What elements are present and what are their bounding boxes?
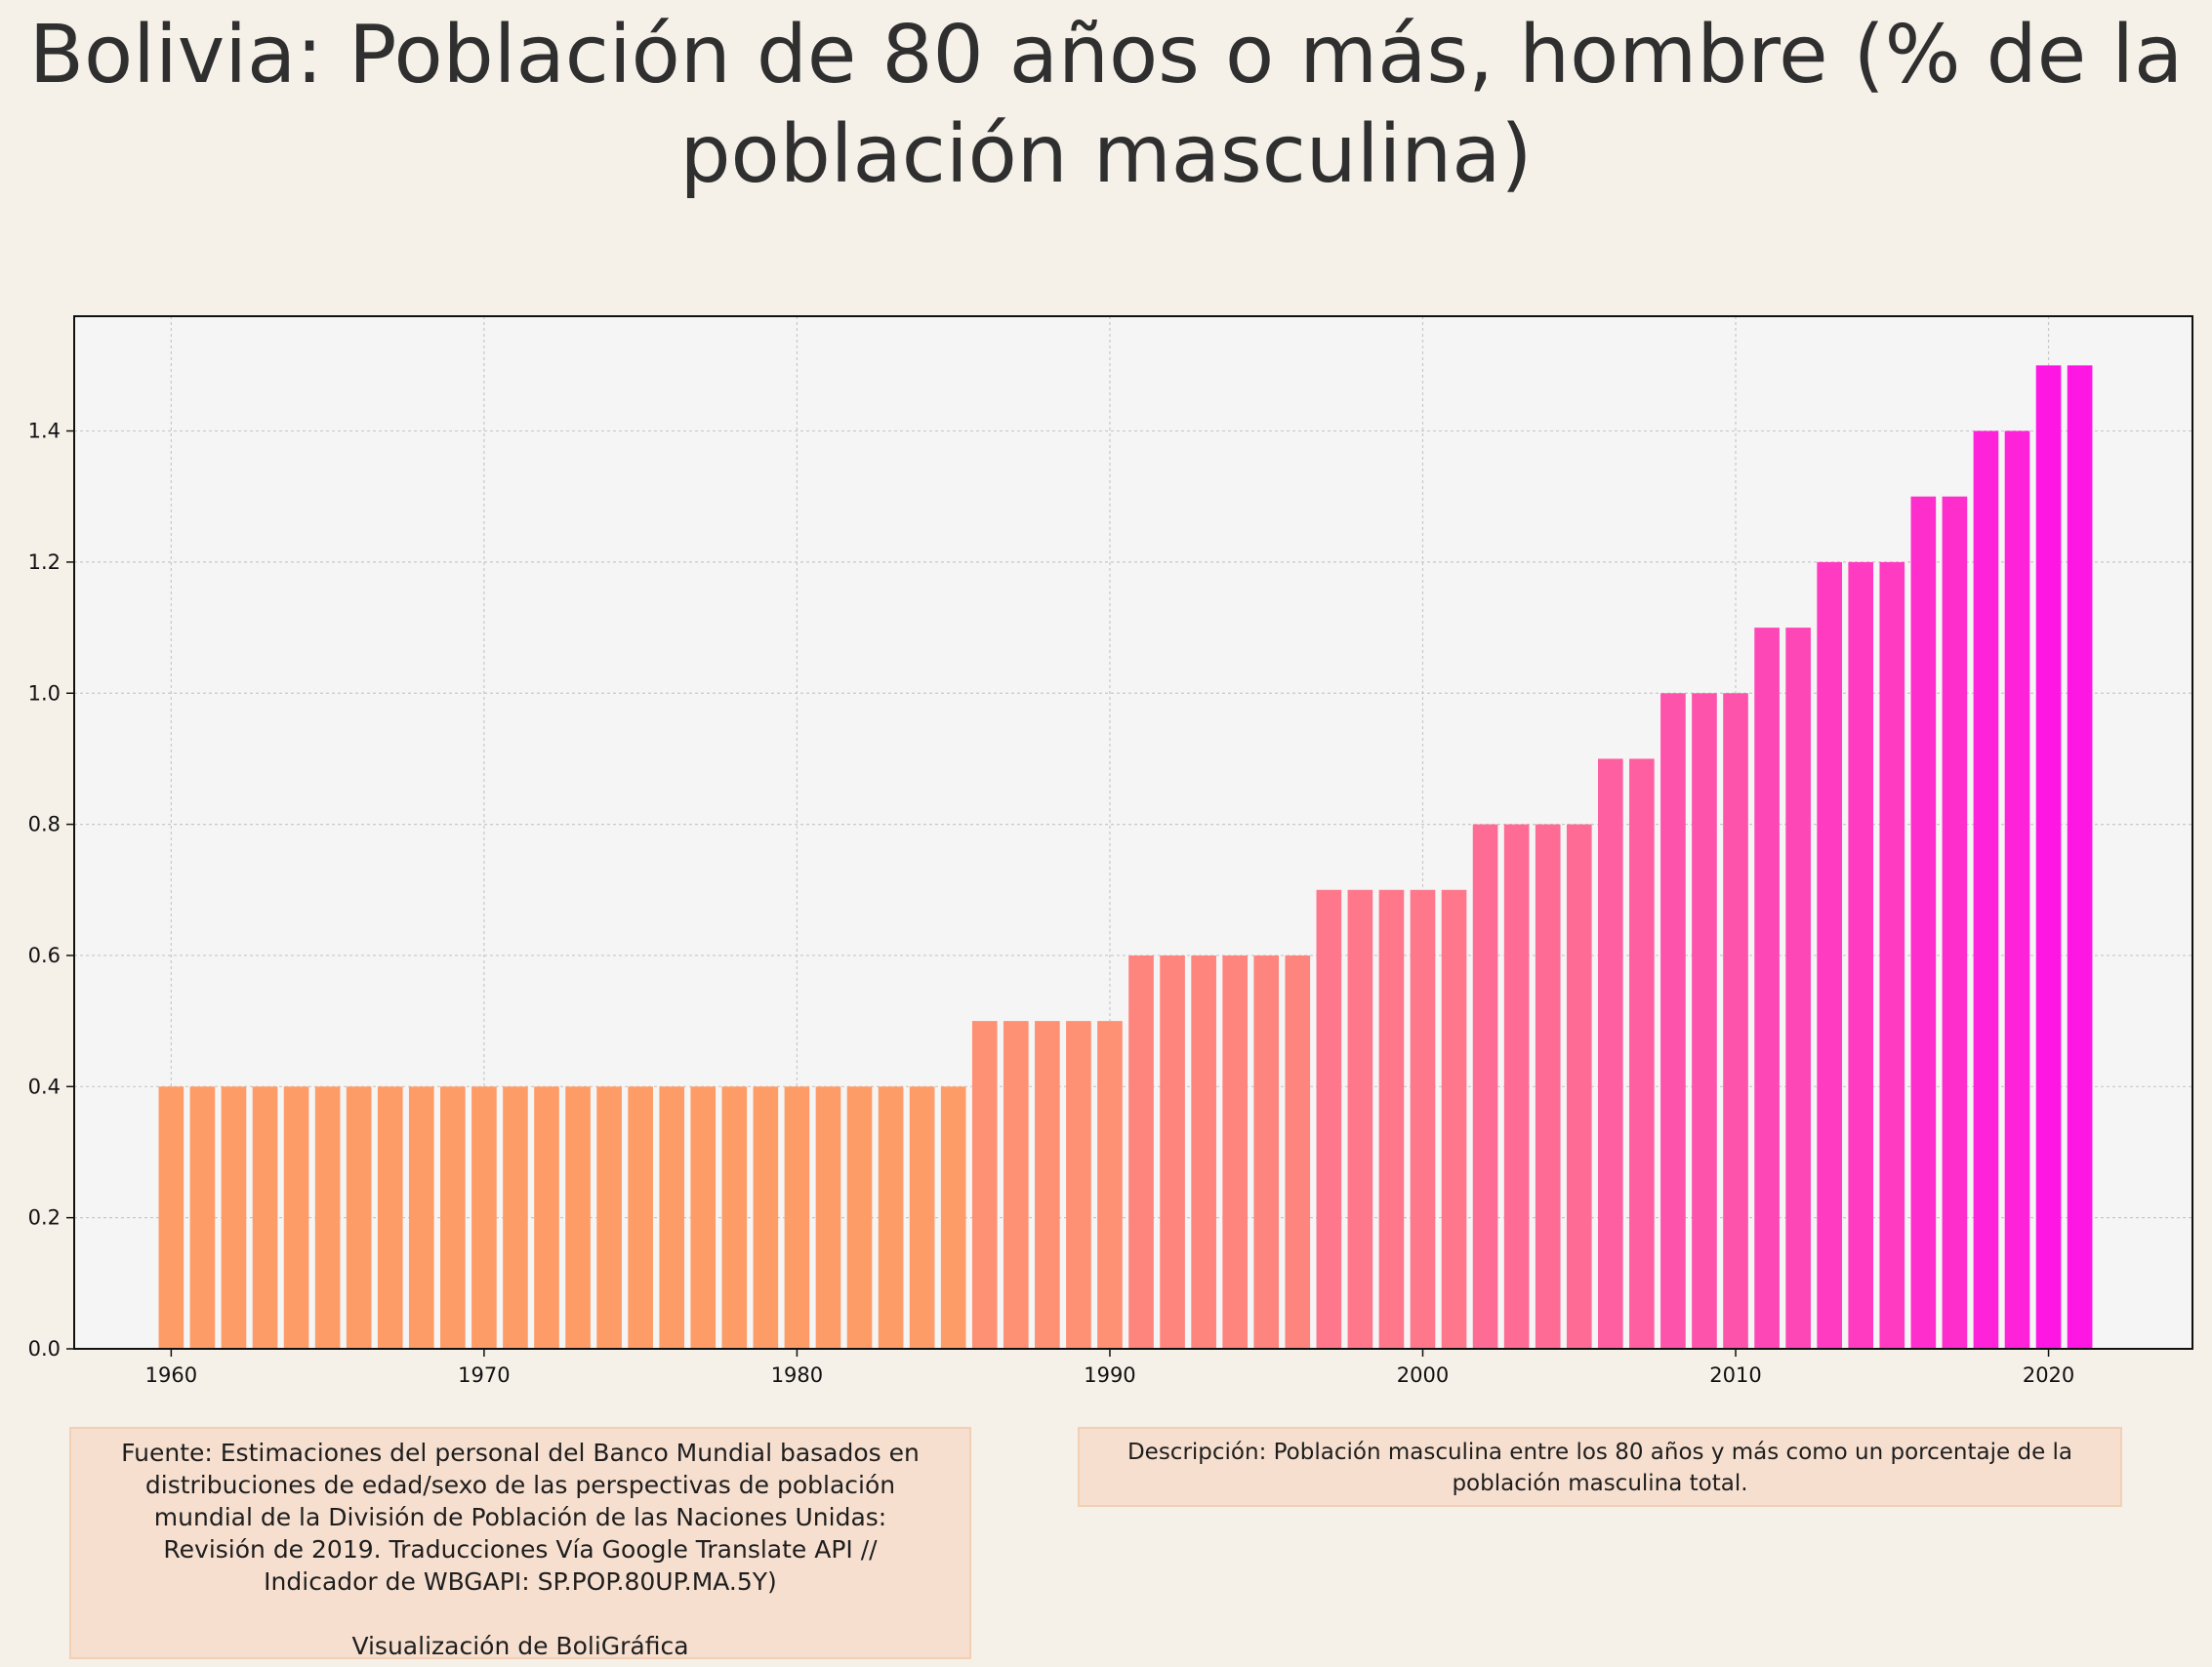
bar-2017 xyxy=(1942,496,1968,1349)
source-note: Fuente: Estimaciones del personal del Ba… xyxy=(69,1427,971,1660)
source-line-2: distribuciones de edad/sexo de las persp… xyxy=(144,1471,896,1499)
bar-2016 xyxy=(1910,496,1937,1349)
source-line-4: Revisión de 2019. Traducciones Vía Googl… xyxy=(163,1535,878,1564)
source-line-1: Fuente: Estimaciones del personal del Ba… xyxy=(121,1439,920,1467)
bar-2003 xyxy=(1503,824,1530,1349)
y-tick-label: 0.0 xyxy=(28,1337,61,1361)
bar-1997 xyxy=(1316,889,1342,1349)
x-tick-label: 2000 xyxy=(1397,1363,1449,1387)
x-tick-label: 1970 xyxy=(458,1363,510,1387)
bar-1970 xyxy=(471,1086,497,1349)
bar-1978 xyxy=(721,1086,748,1349)
bar-1967 xyxy=(377,1086,403,1349)
bar-2004 xyxy=(1535,824,1561,1349)
bar-1990 xyxy=(1097,1021,1123,1349)
bar-1969 xyxy=(440,1086,466,1349)
bar-2015 xyxy=(1879,561,1905,1349)
bar-1960 xyxy=(158,1086,184,1349)
bar-1996 xyxy=(1285,955,1311,1349)
x-tick-label: 2020 xyxy=(2023,1363,2074,1387)
source-line-5: Indicador de WBGAPI: SP.POP.80UP.MA.5Y) xyxy=(264,1567,777,1596)
credit-text: Visualización de BoliGráfica xyxy=(351,1632,689,1660)
bar-1974 xyxy=(596,1086,622,1349)
bar-2011 xyxy=(1754,628,1780,1349)
bar-1975 xyxy=(628,1086,653,1349)
bar-1984 xyxy=(909,1086,935,1349)
bar-1983 xyxy=(878,1086,904,1349)
bar-1991 xyxy=(1128,955,1154,1349)
bar-2012 xyxy=(1785,628,1811,1349)
y-tick-label: 1.2 xyxy=(28,550,61,574)
bar-1985 xyxy=(940,1086,966,1349)
chart-title-line-1: Bolivia: Población de 80 años o más, hom… xyxy=(28,9,2184,201)
bar-1986 xyxy=(971,1021,998,1349)
bar-2021 xyxy=(2067,365,2093,1349)
x-tick-label: 1980 xyxy=(771,1363,823,1387)
x-tick-label: 1990 xyxy=(1084,1363,1135,1387)
bar-1977 xyxy=(690,1086,717,1349)
bar-1998 xyxy=(1347,889,1373,1349)
bar-2002 xyxy=(1472,824,1498,1349)
bar-1994 xyxy=(1222,955,1248,1349)
bar-1988 xyxy=(1035,1021,1060,1349)
y-tick-label: 0.8 xyxy=(28,813,61,836)
chart-title: Bolivia: Población de 80 años o más, hom… xyxy=(0,6,2212,205)
description-note: Descripción: Población masculina entre l… xyxy=(1078,1427,2122,1507)
bar-1972 xyxy=(534,1086,559,1349)
bar-2014 xyxy=(1848,561,1874,1349)
bar-2019 xyxy=(2004,430,2030,1349)
bar-1973 xyxy=(565,1086,591,1349)
bar-1980 xyxy=(784,1086,810,1349)
bar-1992 xyxy=(1160,955,1185,1349)
bar-1979 xyxy=(753,1086,779,1349)
bar-2007 xyxy=(1629,758,1655,1349)
bar-2008 xyxy=(1660,693,1686,1349)
bar-1961 xyxy=(189,1086,216,1349)
bar-2013 xyxy=(1817,561,1843,1349)
y-tick-label: 0.2 xyxy=(28,1206,61,1230)
bar-1971 xyxy=(503,1086,528,1349)
y-tick-label: 0.6 xyxy=(28,944,61,967)
y-tick-label: 0.4 xyxy=(28,1075,61,1098)
bar-2020 xyxy=(2035,365,2062,1349)
plot-frame xyxy=(73,315,2193,1350)
description-line-1: Descripción: Población masculina entre l… xyxy=(1126,1440,2073,1465)
bar-1987 xyxy=(1003,1021,1029,1349)
bar-2001 xyxy=(1441,889,1467,1349)
description-line-2: población masculina total. xyxy=(1452,1471,1748,1496)
source-line-3: mundial de la División de Población de l… xyxy=(153,1503,887,1531)
y-tick-label: 1.4 xyxy=(28,420,61,443)
axis-ticks: 0.0 0.2 0.4 0.6 0.8 1.0 1.2 1.4 1960 1970 1980 1990… xyxy=(28,420,2075,1387)
bar-1968 xyxy=(408,1086,434,1349)
bar-1995 xyxy=(1253,955,1280,1349)
bar-2010 xyxy=(1723,693,1748,1349)
bar-1966 xyxy=(346,1086,372,1349)
bars xyxy=(158,365,2093,1349)
bar-1989 xyxy=(1066,1021,1091,1349)
bar-1993 xyxy=(1191,955,1216,1349)
bar-chart: 0.0 0.2 0.4 0.6 0.8 1.0 1.2 1.4 1960 1970 1980 1990… xyxy=(28,315,2193,1387)
bar-2005 xyxy=(1566,824,1592,1349)
bar-1964 xyxy=(283,1086,309,1349)
bar-1963 xyxy=(252,1086,278,1349)
bar-2018 xyxy=(1973,430,1999,1349)
bar-2009 xyxy=(1692,693,1717,1349)
y-tick-label: 1.0 xyxy=(28,681,61,705)
bar-1981 xyxy=(815,1086,841,1349)
bar-1976 xyxy=(659,1086,685,1349)
bar-1999 xyxy=(1378,889,1405,1349)
x-tick-label: 2010 xyxy=(1709,1363,1761,1387)
bar-1982 xyxy=(846,1086,873,1349)
bar-2000 xyxy=(1410,889,1436,1349)
bar-2006 xyxy=(1597,758,1623,1349)
bar-1965 xyxy=(314,1086,341,1349)
bar-1962 xyxy=(221,1086,247,1349)
x-tick-label: 1960 xyxy=(145,1363,197,1387)
